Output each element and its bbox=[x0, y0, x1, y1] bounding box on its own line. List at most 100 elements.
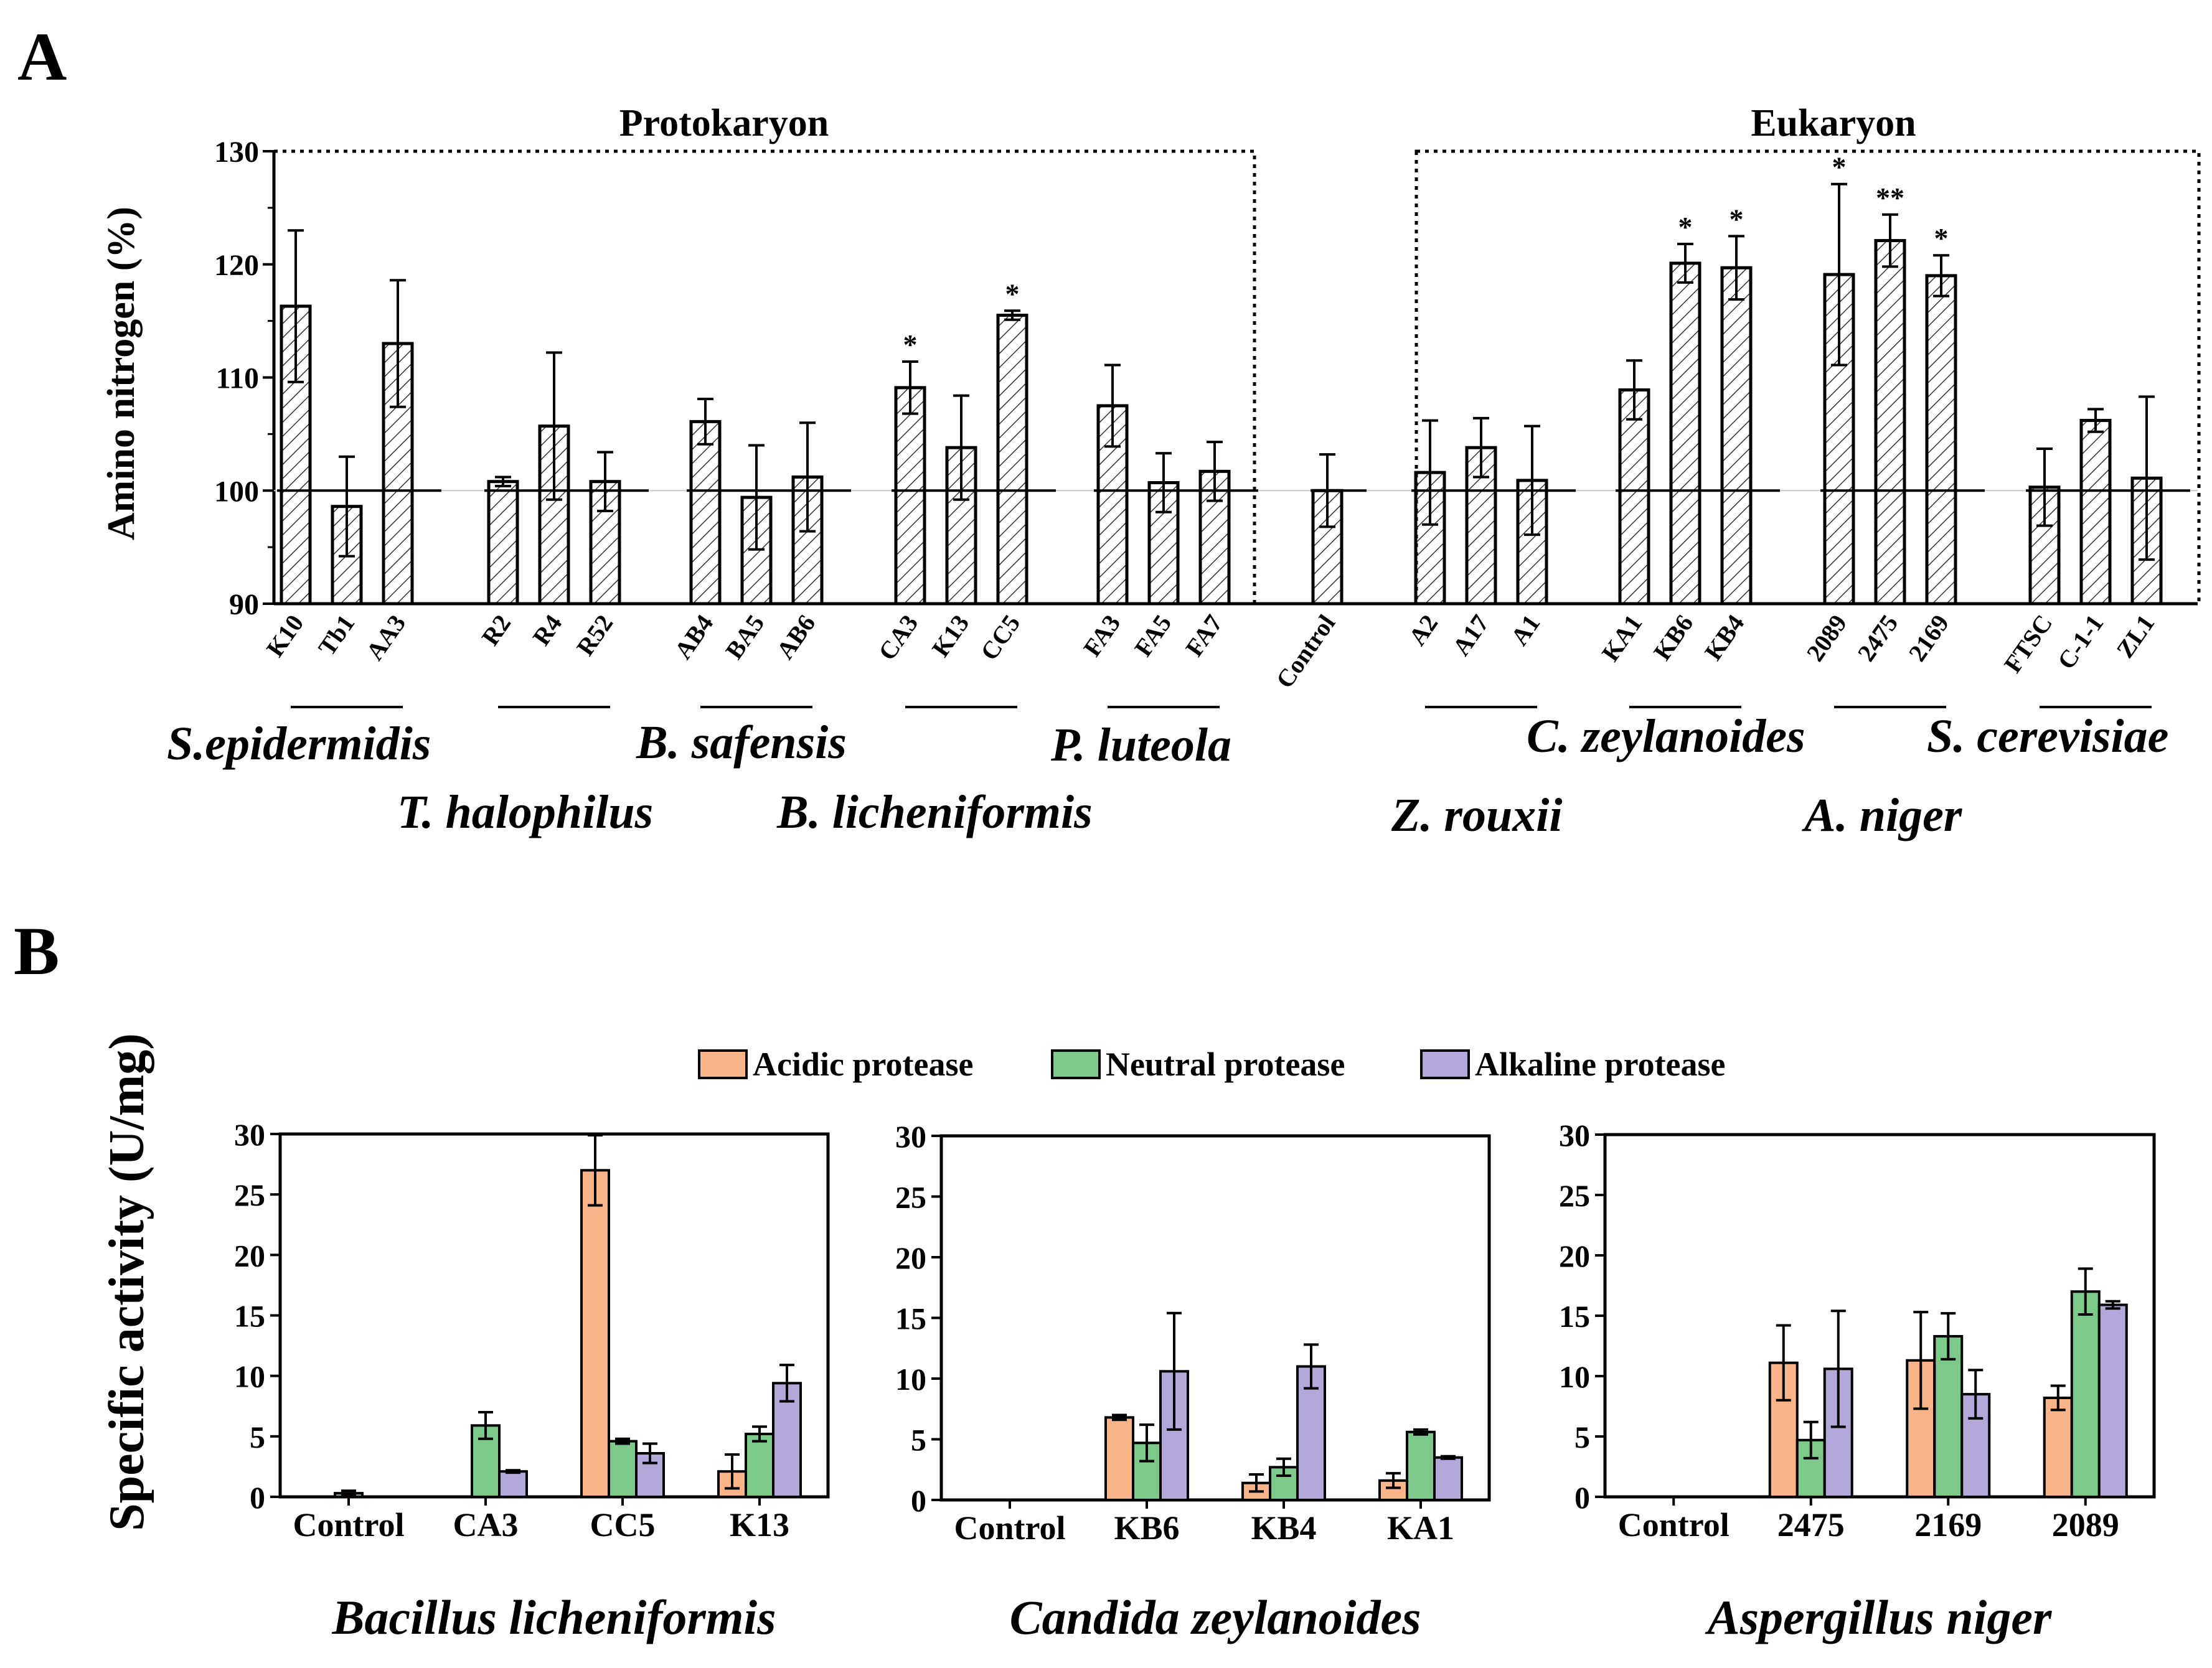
x-tick-label-r2: R2 bbox=[476, 609, 516, 650]
species-label-p-luteola: P. luteola bbox=[1050, 719, 1231, 771]
x-tick-label-kb6: KB6 bbox=[1114, 1509, 1179, 1547]
y-tick-label: 130 bbox=[214, 136, 259, 169]
panel-title-aspergillus-niger: Aspergillus niger bbox=[1705, 1590, 2052, 1644]
y-tick-label: 10 bbox=[234, 1359, 265, 1394]
x-tick-label-kb4: KB4 bbox=[1251, 1509, 1316, 1547]
x-tick-label-k10: K10 bbox=[261, 609, 309, 662]
bar-neutral-protease-cc5 bbox=[608, 1440, 638, 1499]
x-tick-label-2475: 2475 bbox=[1777, 1506, 1845, 1544]
x-tick-label-ab6: AB6 bbox=[771, 609, 821, 664]
species-label-b-licheniformis: B. licheniformis bbox=[776, 786, 1093, 838]
significance-mark: * bbox=[903, 329, 918, 360]
y-tick-label: 0 bbox=[1574, 1480, 1590, 1515]
bar-acidic-protease-cc5 bbox=[580, 1169, 610, 1499]
x-tick-label-c-1-1: C-1-1 bbox=[2052, 609, 2109, 674]
y-tick-label: 20 bbox=[234, 1238, 265, 1273]
species-label-b-safensis: B. safensis bbox=[636, 716, 847, 769]
y-tick-label: 120 bbox=[214, 249, 259, 282]
x-tick-label-control: Control bbox=[293, 1506, 404, 1544]
x-tick-label-control: Control bbox=[1618, 1506, 1730, 1544]
y-tick-label: 15 bbox=[234, 1299, 265, 1334]
panel-a-label: A bbox=[17, 19, 67, 95]
x-tick-label-aa3: AA3 bbox=[360, 609, 411, 665]
x-tick-label-kb4: KB4 bbox=[1699, 609, 1749, 665]
panel-title-bacillus-licheniformis: Bacillus licheniformis bbox=[332, 1590, 776, 1644]
species-label-s-cerevisiae: S. cerevisiae bbox=[1927, 710, 2168, 762]
species-label-t-halophilus: T. halophilus bbox=[397, 786, 653, 838]
legend-swatch-acidic-protease bbox=[698, 1049, 748, 1079]
panel-b-label: B bbox=[14, 913, 59, 989]
x-tick-label-2089: 2089 bbox=[2052, 1506, 2119, 1544]
y-axis-label: Amino nitrogen (%) bbox=[100, 207, 143, 540]
bar-alkaline-protease-2089 bbox=[2097, 1303, 2128, 1499]
x-tick-label-tb1: Tb1 bbox=[313, 609, 360, 660]
legend-label-acidic-protease: Acidic protease bbox=[753, 1046, 973, 1083]
species-label-s-epidermidis: S.epidermidis bbox=[167, 718, 431, 770]
x-tick-label-a1: A1 bbox=[1505, 609, 1545, 650]
y-tick-label: 30 bbox=[895, 1119, 926, 1154]
x-tick-label-kb6: KB6 bbox=[1648, 609, 1698, 665]
legend-label-alkaline-protease: Alkaline protease bbox=[1475, 1046, 1726, 1083]
bar-2475 bbox=[1874, 239, 1906, 606]
x-tick-label-cc5: CC5 bbox=[975, 609, 1025, 665]
legend-swatch-alkaline-protease bbox=[1420, 1049, 1470, 1079]
x-tick-label-fa3: FA3 bbox=[1078, 609, 1126, 661]
significance-mark: * bbox=[1678, 211, 1693, 243]
y-tick-label: 0 bbox=[911, 1483, 926, 1518]
bar-alkaline-protease-ka1 bbox=[1433, 1456, 1463, 1501]
x-tick-label-k13: K13 bbox=[926, 609, 975, 662]
legend-label-neutral-protease: Neutral protease bbox=[1106, 1046, 1345, 1083]
y-tick-label: 100 bbox=[214, 475, 259, 508]
y-tick-label: 15 bbox=[895, 1301, 926, 1336]
x-tick-label-ca3: CA3 bbox=[873, 609, 923, 665]
x-tick-label-control: Control bbox=[1270, 609, 1340, 693]
bar-ka1 bbox=[1618, 388, 1650, 606]
y-tick-label: 90 bbox=[229, 588, 259, 621]
significance-mark: * bbox=[1730, 203, 1744, 235]
bar-ca3 bbox=[894, 386, 926, 606]
bar-r2 bbox=[487, 480, 519, 606]
species-label-c-zeylanoides: C. zeylanoides bbox=[1527, 710, 1805, 762]
y-tick-label: 25 bbox=[1559, 1178, 1590, 1213]
bar-neutral-protease-2089 bbox=[2070, 1290, 2101, 1498]
x-tick-label-ka1: KA1 bbox=[1596, 609, 1648, 666]
y-tick-label: 5 bbox=[911, 1423, 926, 1458]
bar-cc5 bbox=[996, 314, 1028, 606]
eukaryon-title: Eukaryon bbox=[1751, 102, 1916, 144]
bar-neutral-protease-k13 bbox=[745, 1432, 774, 1499]
significance-mark: * bbox=[1005, 278, 1020, 309]
x-tick-label-a17: A17 bbox=[1447, 609, 1494, 660]
x-tick-label-r52: R52 bbox=[571, 609, 618, 660]
bar-kb6 bbox=[1669, 261, 1701, 606]
x-tick-label-a2: A2 bbox=[1403, 609, 1443, 650]
x-tick-label-2475: 2475 bbox=[1852, 609, 1904, 666]
x-tick-label-cc5: CC5 bbox=[590, 1506, 656, 1544]
y-tick-label: 10 bbox=[1559, 1359, 1590, 1394]
significance-mark: * bbox=[1832, 151, 1847, 183]
x-tick-label-control: Control bbox=[954, 1509, 1065, 1547]
x-tick-label-ca3: CA3 bbox=[453, 1506, 519, 1544]
x-tick-label-ab4: AB4 bbox=[669, 609, 718, 664]
y-tick-label: 110 bbox=[216, 362, 259, 395]
x-tick-label-k13: K13 bbox=[730, 1506, 789, 1544]
y-tick-label: 30 bbox=[1559, 1118, 1590, 1153]
x-tick-label-ka1: KA1 bbox=[1387, 1509, 1454, 1547]
bar-neutral-protease-kb4 bbox=[1269, 1466, 1299, 1502]
bar-kb4 bbox=[1720, 266, 1753, 606]
significance-mark: * bbox=[1934, 222, 1949, 254]
bar-ab4 bbox=[689, 419, 722, 606]
y-tick-label: 20 bbox=[895, 1240, 926, 1275]
panel-b: B Specific activity (U/mg) Acidic protease… bbox=[14, 913, 2156, 1644]
x-tick-label-r4: R4 bbox=[527, 609, 567, 650]
y-tick-label: 25 bbox=[895, 1180, 926, 1215]
y-axis-label: Specific activity (U/mg) bbox=[100, 1033, 154, 1531]
y-tick-label: 25 bbox=[234, 1178, 265, 1212]
bar-acidic-protease-kb6 bbox=[1104, 1416, 1134, 1501]
x-tick-label-zl1: ZL1 bbox=[2111, 609, 2160, 663]
bar-alkaline-protease-kb4 bbox=[1296, 1365, 1326, 1501]
x-tick-label-2169: 2169 bbox=[1914, 1506, 1982, 1544]
protokaryon-title: Protokaryon bbox=[619, 102, 829, 144]
bar-alkaline-protease-ca3 bbox=[498, 1470, 528, 1498]
bar-2169 bbox=[1925, 274, 1957, 606]
